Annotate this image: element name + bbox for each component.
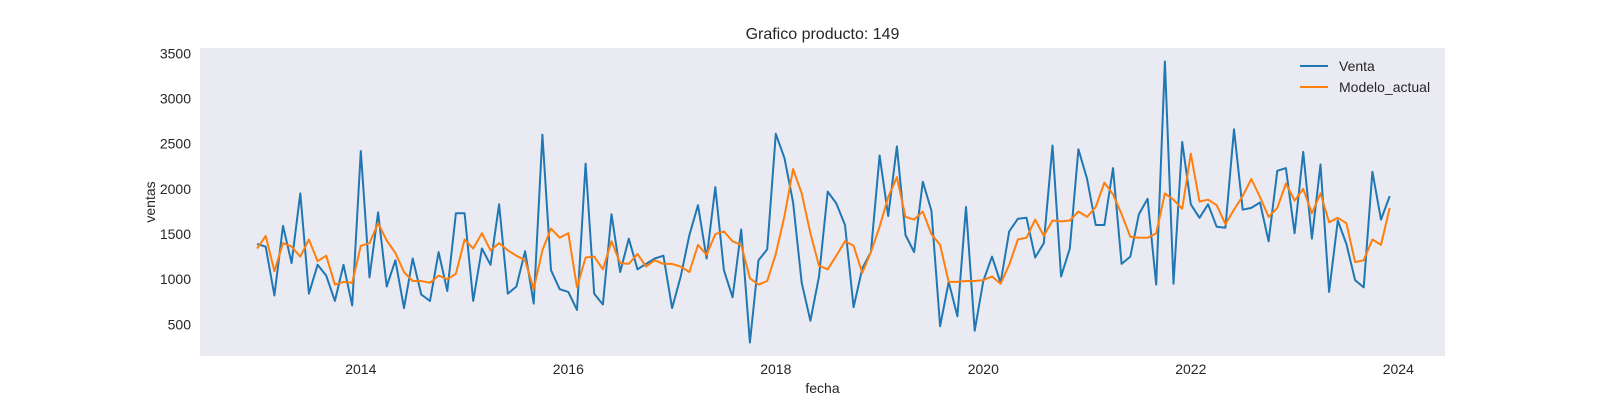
- series-line-modelo-actual: [256, 152, 1391, 291]
- x-tick-label: 2014: [345, 361, 376, 377]
- x-tick-label: 2024: [1383, 361, 1414, 377]
- legend-label-modelo-actual: Modelo_actual: [1339, 79, 1430, 95]
- x-tick-label: 2020: [968, 361, 999, 377]
- y-tick-label: 3000: [160, 91, 191, 107]
- series-line-venta: [256, 60, 1391, 344]
- y-tick-label: 500: [168, 316, 192, 332]
- chart-title: Grafico producto: 149: [746, 26, 900, 43]
- y-tick-label: 3500: [160, 45, 191, 61]
- x-axis-label: fecha: [805, 380, 839, 396]
- plot-area: [200, 48, 1445, 356]
- legend-label-venta: Venta: [1339, 58, 1375, 74]
- series-layer: [256, 60, 1391, 344]
- legend: Venta Modelo_actual: [1300, 58, 1430, 95]
- y-tick-label: 1000: [160, 271, 191, 287]
- y-tick-label: 2500: [160, 136, 191, 152]
- y-axis-ticks: 500 1000 1500 2000 2500 3000 3500: [160, 45, 191, 332]
- x-tick-label: 2022: [1175, 361, 1206, 377]
- y-tick-label: 2000: [160, 181, 191, 197]
- x-tick-label: 2018: [760, 361, 791, 377]
- x-tick-label: 2016: [553, 361, 584, 377]
- y-axis-label: ventas: [142, 181, 158, 222]
- y-tick-label: 1500: [160, 226, 191, 242]
- x-axis-ticks: 2014 2016 2018 2020 2022 2024: [345, 361, 1414, 377]
